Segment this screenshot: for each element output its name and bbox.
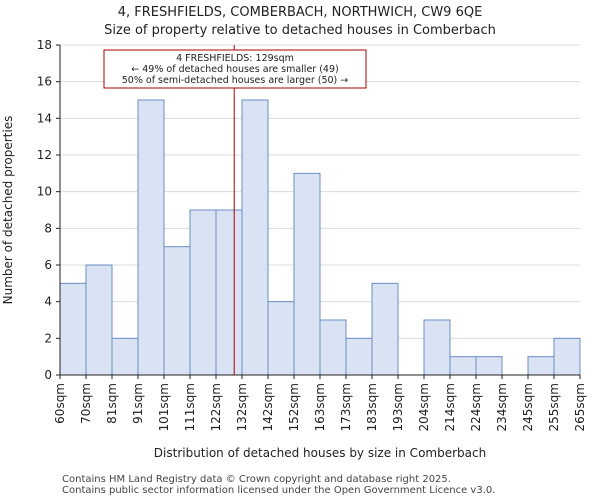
x-tick-label: 224sqm — [469, 383, 483, 431]
y-tick-label: 6 — [44, 258, 52, 272]
x-tick-label: 142sqm — [261, 383, 275, 431]
y-axis-label: Number of detached properties — [1, 116, 15, 305]
histogram-bar — [59, 282, 87, 376]
histogram-bar — [371, 282, 399, 376]
x-tick-label: 122sqm — [209, 383, 223, 431]
y-tick-label: 16 — [37, 75, 52, 89]
x-tick-label: 234sqm — [495, 383, 509, 431]
y-tick-label: 18 — [37, 38, 52, 52]
x-tick-label: 152sqm — [287, 383, 301, 431]
histogram-bar — [137, 99, 165, 376]
y-tick-label: 10 — [37, 185, 52, 199]
x-tick-label: 132sqm — [235, 383, 249, 431]
x-tick-label: 183sqm — [365, 383, 379, 431]
x-tick-label: 60sqm — [53, 383, 67, 424]
histogram-bar — [267, 301, 295, 376]
x-tick-label: 214sqm — [443, 383, 457, 431]
histogram-bar — [319, 319, 347, 376]
footer-line-1: Contains HM Land Registry data © Crown c… — [62, 474, 451, 485]
histogram-bar — [423, 319, 451, 376]
x-tick-label: 173sqm — [339, 383, 353, 431]
x-tick-label: 101sqm — [157, 383, 171, 431]
x-axis-label: Distribution of detached houses by size … — [154, 446, 486, 460]
histogram-bar — [111, 337, 139, 376]
annotation-line-3: 50% of semi-detached houses are larger (… — [122, 75, 349, 86]
annotation-line-2: ← 49% of detached houses are smaller (49… — [131, 64, 338, 75]
annotation-box: 4 FRESHFIELDS: 129sqm ← 49% of detached … — [103, 49, 367, 89]
x-tick-label: 70sqm — [79, 383, 93, 424]
x-tick-label: 81sqm — [105, 383, 119, 424]
x-tick-label: 265sqm — [573, 383, 587, 431]
histogram-bar — [241, 99, 269, 376]
chart-title: 4, FRESHFIELDS, COMBERBACH, NORTHWICH, C… — [117, 5, 483, 20]
x-tick-label: 245sqm — [521, 383, 535, 431]
annotation-line-1: 4 FRESHFIELDS: 129sqm — [176, 53, 294, 64]
footer-line-2: Contains public sector information licen… — [62, 485, 496, 496]
x-tick-label: 255sqm — [547, 383, 561, 431]
histogram-bar — [215, 209, 243, 376]
x-tick-label: 193sqm — [391, 383, 405, 431]
histogram-bar — [189, 209, 217, 376]
x-tick-label: 111sqm — [183, 383, 197, 431]
x-tick-label: 91sqm — [131, 383, 145, 424]
y-tick-label: 8 — [44, 221, 52, 235]
histogram-bar — [553, 337, 581, 376]
histogram-bar — [449, 356, 477, 376]
histogram-bar — [163, 246, 191, 376]
histogram-bar — [293, 172, 321, 376]
chart-subtitle: Size of property relative to detached ho… — [104, 23, 496, 38]
histogram-bar — [85, 264, 113, 376]
y-tick-label: 14 — [37, 111, 52, 125]
x-tick-label: 204sqm — [417, 383, 431, 431]
y-tick-label: 4 — [44, 295, 52, 309]
histogram-bar — [527, 356, 555, 376]
y-tick-label: 0 — [44, 368, 52, 382]
y-tick-label: 2 — [44, 331, 52, 345]
x-tick-label: 163sqm — [313, 383, 327, 431]
histogram-bar — [345, 337, 373, 376]
histogram-bar — [475, 356, 503, 376]
y-tick-label: 12 — [37, 148, 52, 162]
